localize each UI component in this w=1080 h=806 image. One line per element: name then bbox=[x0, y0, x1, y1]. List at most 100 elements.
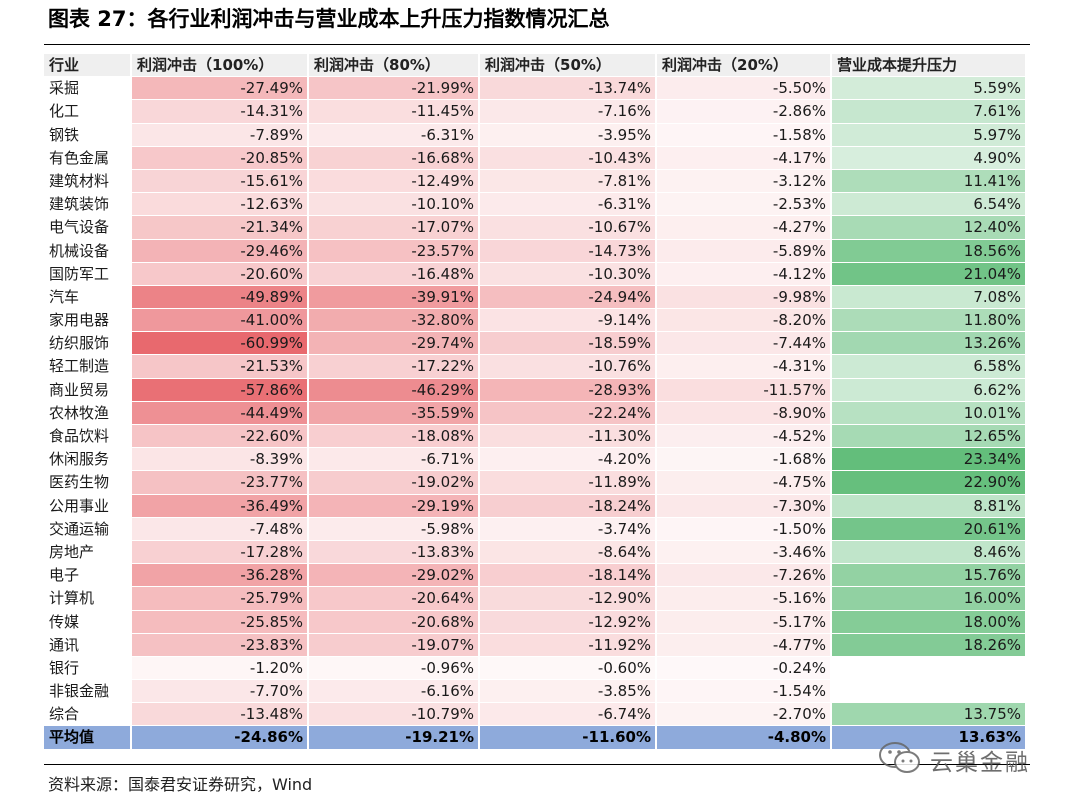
cost-pressure-cell: 18.00% bbox=[832, 610, 1025, 634]
profit-impact-cell: -10.79% bbox=[309, 703, 478, 727]
profit-impact-cell: -4.12% bbox=[657, 262, 830, 286]
profit-impact-cell: -21.34% bbox=[132, 216, 307, 240]
profit-impact-cell: -13.48% bbox=[132, 703, 307, 727]
profit-impact-cell: -8.64% bbox=[480, 540, 655, 565]
cost-pressure-cell: 6.58% bbox=[832, 355, 1025, 379]
profit-impact-cell: -2.86% bbox=[657, 100, 830, 124]
industry-cell: 农林牧渔 bbox=[44, 401, 130, 425]
average-value: 13.63% bbox=[832, 726, 1025, 750]
profit-impact-cell: -23.77% bbox=[132, 471, 307, 495]
profit-impact-cell: -4.52% bbox=[657, 425, 830, 449]
industry-cell: 食品饮料 bbox=[44, 425, 130, 449]
profit-impact-cell: -1.68% bbox=[657, 448, 830, 472]
profit-impact-cell: -7.70% bbox=[132, 680, 307, 704]
profit-impact-cell: -9.98% bbox=[657, 285, 830, 310]
profit-impact-cell: -17.28% bbox=[132, 540, 307, 565]
profit-impact-cell: -5.50% bbox=[657, 77, 830, 101]
cost-pressure-cell: 16.00% bbox=[832, 587, 1025, 611]
cost-pressure-cell: 11.80% bbox=[832, 309, 1025, 333]
profit-impact-cell: -12.63% bbox=[132, 193, 307, 217]
industry-cell: 休闲服务 bbox=[44, 448, 130, 472]
cost-pressure-cell: 10.01% bbox=[832, 401, 1025, 425]
column-header: 利润冲击（20%） bbox=[657, 54, 830, 78]
wechat-icon bbox=[878, 740, 922, 780]
profit-impact-cell: -5.16% bbox=[657, 587, 830, 611]
profit-impact-cell: -20.60% bbox=[132, 262, 307, 286]
profit-impact-cell: -6.74% bbox=[480, 703, 655, 727]
profit-impact-cell: -32.80% bbox=[309, 309, 478, 333]
column-header: 营业成本提升压力 bbox=[832, 54, 1025, 78]
cost-pressure-cell: 13.75% bbox=[832, 703, 1025, 727]
profit-impact-cell: -3.74% bbox=[480, 517, 655, 541]
profit-impact-cell: -44.49% bbox=[132, 401, 307, 425]
cost-pressure-cell: 8.46% bbox=[832, 540, 1025, 565]
profit-impact-cell: -4.31% bbox=[657, 355, 830, 379]
industry-cell: 电气设备 bbox=[44, 216, 130, 240]
profit-impact-cell: -7.44% bbox=[657, 332, 830, 356]
cost-pressure-cell: 7.08% bbox=[832, 285, 1025, 310]
profit-impact-cell: -11.45% bbox=[309, 100, 478, 124]
profit-impact-cell: -8.20% bbox=[657, 309, 830, 333]
profit-impact-cell: -21.99% bbox=[309, 77, 478, 101]
cost-pressure-cell: 23.34% bbox=[832, 448, 1025, 472]
cost-pressure-cell: 20.61% bbox=[832, 517, 1025, 541]
profit-impact-cell: -23.57% bbox=[309, 239, 478, 263]
industry-cell: 计算机 bbox=[44, 587, 130, 611]
industry-cell: 房地产 bbox=[44, 540, 130, 565]
cost-pressure-cell: 8.81% bbox=[832, 494, 1025, 518]
cost-pressure-cell: 5.59% bbox=[832, 77, 1025, 101]
cost-pressure-cell: 4.90% bbox=[832, 146, 1025, 170]
profit-impact-cell: -11.30% bbox=[480, 425, 655, 449]
profit-impact-cell: -10.67% bbox=[480, 216, 655, 240]
profit-impact-cell: -6.31% bbox=[309, 123, 478, 147]
profit-impact-cell: -14.73% bbox=[480, 239, 655, 263]
profit-impact-cell: -10.43% bbox=[480, 146, 655, 170]
profit-impact-cell: -25.85% bbox=[132, 610, 307, 634]
industry-cell: 轻工制造 bbox=[44, 355, 130, 379]
bottom-rule bbox=[44, 764, 1030, 765]
industry-cell: 机械设备 bbox=[44, 239, 130, 263]
profit-impact-cell: -16.68% bbox=[309, 146, 478, 170]
profit-impact-cell: -1.20% bbox=[132, 656, 307, 681]
industry-cell: 传媒 bbox=[44, 610, 130, 634]
cost-pressure-cell: 22.90% bbox=[832, 471, 1025, 495]
profit-impact-cell: -60.99% bbox=[132, 332, 307, 356]
profit-impact-cell: -0.24% bbox=[657, 656, 830, 681]
industry-cell: 国防军工 bbox=[44, 262, 130, 286]
cost-pressure-cell: 12.65% bbox=[832, 425, 1025, 449]
average-value: -4.80% bbox=[657, 726, 830, 750]
profit-impact-cell: -35.59% bbox=[309, 401, 478, 425]
profit-impact-cell: -5.98% bbox=[309, 517, 478, 541]
profit-impact-cell: -0.60% bbox=[480, 656, 655, 681]
profit-impact-cell: -20.68% bbox=[309, 610, 478, 634]
profit-impact-cell: -13.83% bbox=[309, 540, 478, 565]
profit-impact-cell: -11.57% bbox=[657, 378, 830, 402]
cost-pressure-cell: 6.62% bbox=[832, 378, 1025, 402]
profit-impact-cell: -27.49% bbox=[132, 77, 307, 101]
watermark: 云巢金融 bbox=[878, 739, 1030, 781]
column-header: 行业 bbox=[44, 54, 130, 78]
profit-impact-cell: -20.85% bbox=[132, 146, 307, 170]
profit-impact-cell: -22.60% bbox=[132, 425, 307, 449]
profit-impact-cell: -15.61% bbox=[132, 169, 307, 194]
industry-cell: 建筑装饰 bbox=[44, 193, 130, 217]
profit-impact-cell: -2.70% bbox=[657, 703, 830, 727]
profit-impact-cell: -41.00% bbox=[132, 309, 307, 333]
profit-impact-cell: -4.17% bbox=[657, 146, 830, 170]
profit-impact-cell: -10.30% bbox=[480, 262, 655, 286]
profit-impact-cell: -29.19% bbox=[309, 494, 478, 518]
profit-impact-cell: -3.85% bbox=[480, 680, 655, 704]
profit-impact-cell: -24.94% bbox=[480, 285, 655, 310]
profit-impact-cell: -10.76% bbox=[480, 355, 655, 379]
profit-impact-cell: -4.77% bbox=[657, 633, 830, 657]
profit-impact-cell: -7.81% bbox=[480, 169, 655, 194]
profit-impact-cell: -23.83% bbox=[132, 633, 307, 657]
cost-pressure-cell: 6.54% bbox=[832, 193, 1025, 217]
profit-impact-cell: -18.08% bbox=[309, 425, 478, 449]
column-header: 利润冲击（50%） bbox=[480, 54, 655, 78]
profit-impact-cell: -12.90% bbox=[480, 587, 655, 611]
profit-impact-cell: -0.96% bbox=[309, 656, 478, 681]
profit-impact-cell: -29.46% bbox=[132, 239, 307, 263]
industry-cell: 家用电器 bbox=[44, 309, 130, 333]
profit-impact-cell: -16.48% bbox=[309, 262, 478, 286]
